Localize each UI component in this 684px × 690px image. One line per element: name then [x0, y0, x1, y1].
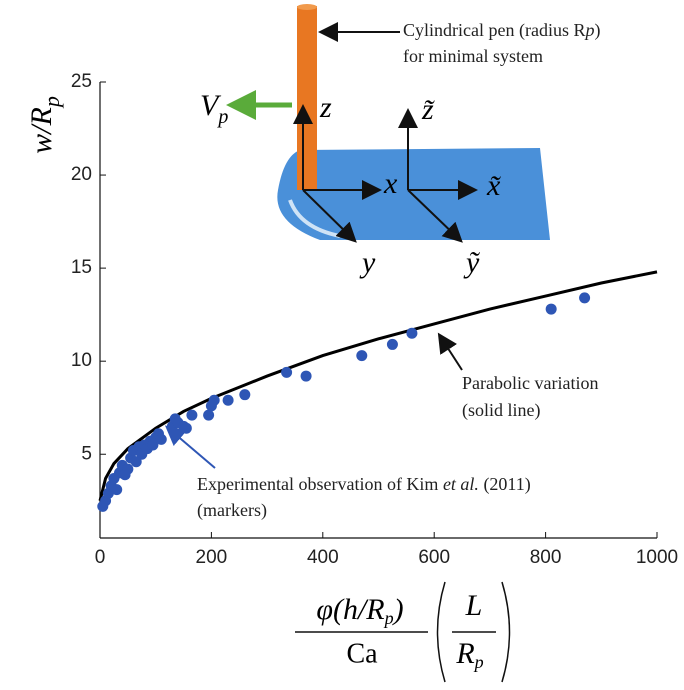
data-point: [180, 422, 192, 434]
data-point: [111, 484, 123, 496]
text: et al.: [443, 474, 479, 494]
v-sub: p: [216, 106, 228, 128]
fit-curve: [98, 270, 658, 502]
x-tick-label: 800: [530, 547, 562, 568]
data-point: [203, 409, 215, 421]
text: ): [392, 593, 404, 626]
marker-arrow: [164, 425, 216, 469]
data-point: [545, 303, 557, 315]
y-axis-label: w/Rp: [25, 96, 64, 154]
xt-label: x̃: [486, 169, 501, 202]
y-tick-label: 15: [71, 257, 92, 278]
pen: [297, 6, 317, 190]
pen-annotation: for minimal system: [403, 46, 543, 66]
data-point: [222, 394, 234, 406]
x-tick-label: 400: [307, 547, 339, 568]
x-tick-label: 0: [95, 547, 106, 568]
data-point: [281, 366, 293, 378]
data-point: [386, 338, 398, 350]
z-label: z: [319, 91, 332, 124]
factor-denominator: Rp: [455, 637, 483, 672]
data-point: [122, 463, 134, 475]
pen-top: [297, 4, 317, 10]
data-point: [239, 389, 251, 401]
factor-numerator: L: [465, 589, 483, 622]
paren: [501, 581, 511, 683]
text: p: [473, 652, 484, 672]
x-tick-label: 1000: [636, 547, 678, 568]
axes-arrows: [293, 22, 478, 371]
yt-label: ỹ: [463, 246, 480, 279]
paren: [436, 581, 446, 683]
data-point: [406, 327, 418, 339]
x-label: x: [383, 167, 398, 200]
y-tick-label: 20: [71, 164, 92, 185]
text: p: [383, 608, 394, 628]
y-tick-label: 10: [71, 350, 92, 371]
x-tick-label: 200: [196, 547, 228, 568]
text: (2011): [479, 474, 531, 495]
data-point: [208, 394, 220, 406]
drop-shape: [277, 148, 550, 240]
y-tick-label: 25: [71, 71, 92, 92]
marker-annotation: Experimental observation of Kim et al. (…: [197, 474, 531, 495]
numerator: φ(h/Rp): [316, 593, 403, 628]
data-point: [155, 433, 167, 445]
text: Experimental observation of Kim: [197, 474, 443, 494]
text: w/R: [25, 107, 58, 154]
plot: 5 10 15 20 25 0 200 400 600 800 1000: [71, 71, 678, 568]
x-tick-label: 600: [418, 547, 450, 568]
text: p: [583, 20, 594, 40]
y-tick-label: 5: [81, 443, 92, 464]
data-point: [579, 292, 591, 304]
text: p: [39, 96, 64, 109]
inset-diagram: Vp z x y z̃ x̃ ỹ: [164, 4, 550, 469]
text: ): [594, 20, 600, 41]
marker-annotation: (markers): [197, 500, 267, 521]
y-label: y: [359, 246, 376, 279]
curve-annotation: Parabolic variation: [462, 373, 598, 393]
v-label: Vp: [200, 89, 228, 128]
x-axis-label: φ(h/Rp) Ca L Rp: [295, 581, 511, 683]
data-point: [186, 409, 198, 421]
text: R: [455, 637, 474, 670]
zt-label: z̃: [421, 93, 435, 126]
highlight: [288, 199, 341, 238]
pen-annotation: Cylindrical pen (radius Rp): [403, 20, 600, 41]
text: Cylindrical pen (radius R: [403, 20, 585, 41]
text: φ(h/R: [316, 593, 384, 626]
curve-annotation: (solid line): [462, 400, 541, 421]
denominator: Ca: [346, 638, 378, 669]
v: V: [200, 89, 222, 122]
data-point: [300, 370, 312, 382]
data-point: [356, 350, 368, 362]
